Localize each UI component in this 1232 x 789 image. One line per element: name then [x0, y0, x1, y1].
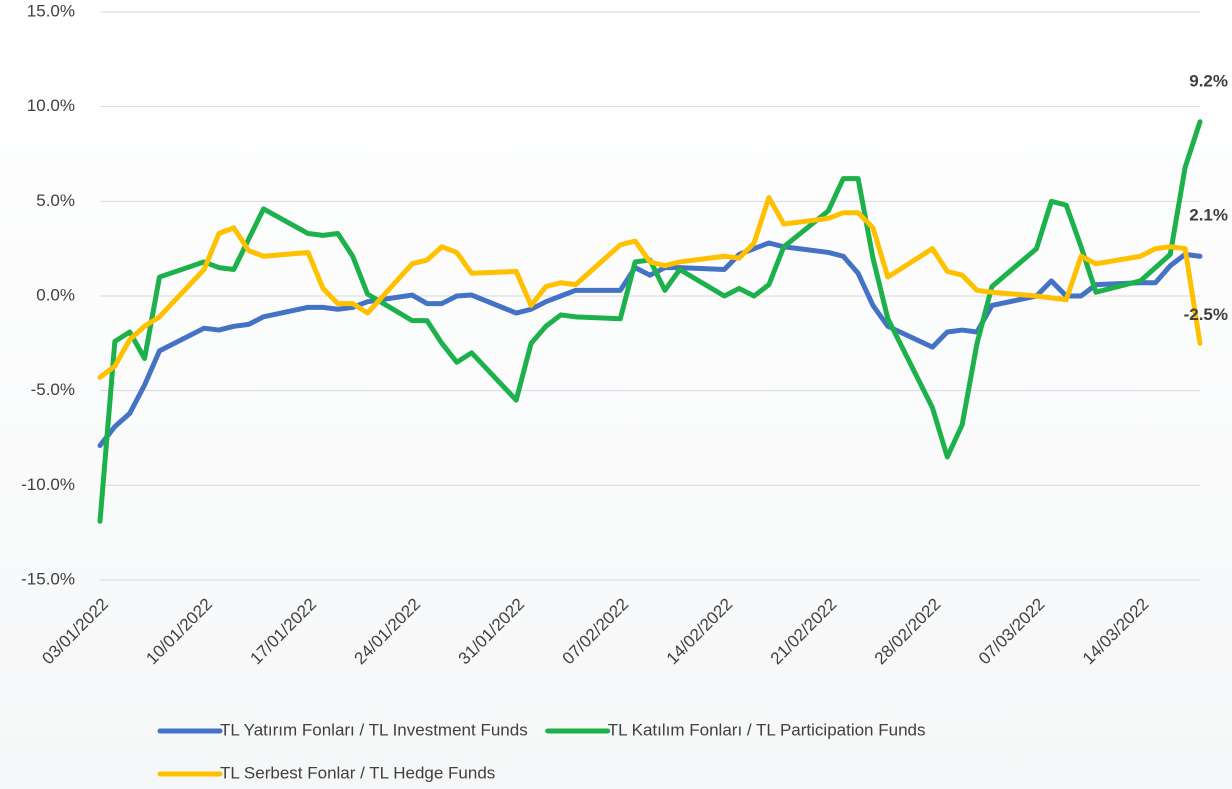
- x-tick-label: 03/01/2022: [38, 595, 112, 669]
- y-tick-label: -10.0%: [21, 475, 75, 494]
- end-label: -2.5%: [1184, 305, 1228, 324]
- x-tick-label: 17/01/2022: [247, 595, 321, 669]
- series-line: [100, 243, 1200, 446]
- x-tick-label: 07/03/2022: [975, 595, 1049, 669]
- x-tick-label: 21/02/2022: [767, 595, 841, 669]
- y-tick-label: 10.0%: [27, 96, 75, 115]
- x-tick-label: 10/01/2022: [142, 595, 216, 669]
- legend-item: TL Serbest Fonlar / TL Hedge Funds: [160, 763, 495, 782]
- end-label: 9.2%: [1189, 71, 1228, 90]
- legend-label: TL Katılım Fonları / TL Participation Fu…: [608, 720, 926, 739]
- legend-item: TL Katılım Fonları / TL Participation Fu…: [548, 720, 926, 739]
- chart: -15.0% -10.0% -5.0% 0.0% 5.0% 10.0% 15.0% 03/01…: [0, 0, 1232, 789]
- end-label: 2.1%: [1189, 206, 1228, 225]
- legend-label: TL Serbest Fonlar / TL Hedge Funds: [220, 763, 495, 782]
- x-tick-label: 28/02/2022: [871, 595, 945, 669]
- y-tick-label: -15.0%: [21, 569, 75, 588]
- y-tick-label: 5.0%: [36, 191, 75, 210]
- legend-label: TL Yatırım Fonları / TL Investment Funds: [220, 720, 528, 739]
- series-line: [100, 122, 1200, 521]
- x-tick-label: 07/02/2022: [559, 595, 633, 669]
- y-tick-label: 15.0%: [27, 1, 75, 20]
- y-tick-label: -5.0%: [31, 380, 75, 399]
- legend-item: TL Yatırım Fonları / TL Investment Funds: [160, 720, 528, 739]
- x-tick-label: 14/02/2022: [663, 595, 737, 669]
- x-tick-label: 31/01/2022: [455, 595, 529, 669]
- x-tick-label: 14/03/2022: [1079, 595, 1153, 669]
- series-line: [100, 198, 1200, 378]
- x-tick-label: 24/01/2022: [351, 595, 425, 669]
- y-tick-label: 0.0%: [36, 285, 75, 304]
